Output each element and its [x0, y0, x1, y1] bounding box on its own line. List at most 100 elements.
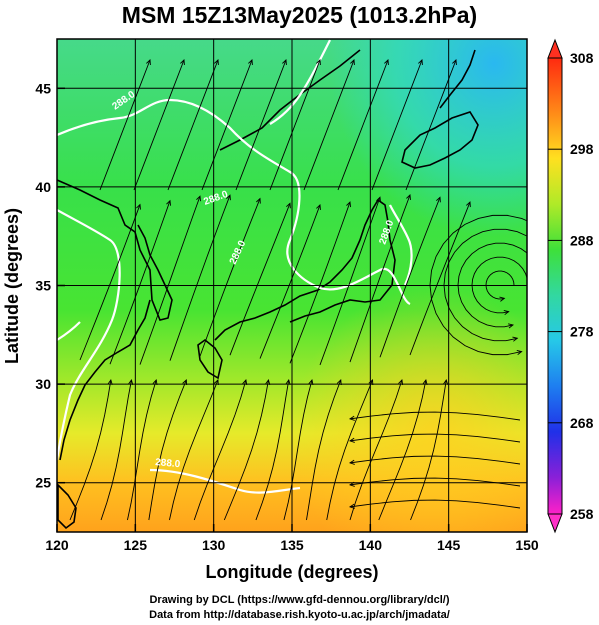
streamline	[410, 379, 447, 521]
streamline	[139, 196, 201, 365]
streamline	[349, 455, 521, 465]
streamline	[133, 59, 185, 191]
streamline	[289, 201, 351, 364]
streamline	[109, 200, 171, 365]
streamline	[199, 198, 261, 357]
streamline	[69, 379, 112, 521]
streamline-arrow	[348, 437, 355, 443]
streamline-arrow	[286, 202, 291, 209]
streamline-arrow	[516, 349, 523, 355]
contour-label: 288.0	[155, 457, 181, 470]
x-tick-label: 130	[202, 537, 226, 553]
streamline-arrow	[265, 378, 271, 385]
streamline	[306, 379, 342, 521]
colorbar-body	[547, 57, 563, 515]
streamline-arrow	[348, 503, 355, 509]
streamline-arrow	[398, 379, 404, 386]
streamline	[349, 499, 521, 509]
isotherm-contours	[57, 39, 413, 494]
streamline	[79, 204, 141, 361]
streamline-arrow	[152, 379, 158, 386]
streamline-arrow	[503, 310, 510, 316]
x-tick-label: 135	[280, 537, 304, 553]
streamline-arrow	[508, 323, 514, 329]
y-tick-label: 35	[35, 278, 51, 294]
streamline-arrow	[336, 379, 342, 386]
streamline-arrow	[499, 296, 506, 302]
colorbar-top-arrow	[547, 38, 563, 59]
streamline	[269, 59, 321, 191]
streamline	[223, 379, 269, 521]
y-tick-label: 25	[35, 475, 51, 491]
streamline	[99, 59, 151, 191]
colorbar-tick-label: 278	[570, 324, 594, 340]
streamline-arrow	[452, 59, 457, 66]
streamline	[201, 59, 253, 191]
streamline-arrow	[406, 194, 411, 201]
streamline	[405, 59, 457, 191]
streamline	[379, 197, 441, 358]
colorbar-tick-label: 288	[570, 232, 594, 248]
streamline-arrow	[346, 201, 351, 208]
streamline-arrow	[213, 379, 219, 386]
streamline	[148, 379, 187, 521]
streamline	[193, 379, 247, 521]
streamline-arrow	[348, 459, 355, 465]
streamline	[169, 195, 231, 361]
streamline-arrow	[466, 201, 471, 208]
streamline	[326, 379, 373, 521]
streamline-arrow	[418, 59, 423, 66]
streamline	[337, 59, 389, 191]
streamline-arrow	[285, 378, 291, 385]
streamline	[303, 59, 355, 191]
x-axis-label: Longitude (degrees)	[205, 562, 378, 582]
streamline-arrow	[443, 378, 449, 385]
streamline-arrow	[214, 59, 219, 66]
y-tick-label: 40	[35, 179, 51, 195]
colorbar-tick-label: 298	[570, 141, 594, 157]
y-axis: 25 30 35 40 45	[35, 80, 65, 491]
streamline-arrow	[248, 59, 253, 66]
colorbar-tick-label: 258	[570, 506, 594, 522]
streamline-arrow	[436, 196, 441, 203]
streamline	[229, 203, 291, 356]
streamline	[167, 59, 219, 191]
streamline-arrow	[128, 378, 134, 385]
streamline	[429, 214, 527, 356]
streamline-arrow	[256, 197, 261, 204]
streamline-arrow	[180, 59, 185, 66]
streamline-arrow	[376, 196, 381, 203]
streamline-arrow	[308, 378, 314, 385]
streamline-arrow	[282, 59, 287, 66]
y-tick-label: 45	[35, 80, 51, 96]
x-tick-label: 125	[124, 537, 148, 553]
streamline-arrow	[316, 203, 321, 210]
coastlines	[57, 49, 479, 530]
streamline-arrow	[348, 415, 355, 421]
streamline	[349, 194, 411, 363]
streamline	[457, 242, 527, 328]
credit-drawing: Drawing by DCL (https://www.gfd-dennou.o…	[149, 594, 450, 606]
streamline	[371, 59, 423, 191]
streamline	[349, 433, 521, 443]
streamline-arrow	[242, 379, 248, 386]
streamline	[485, 270, 515, 300]
streamline-arrow	[316, 59, 321, 66]
y-axis-label: Latitude (degrees)	[2, 208, 22, 364]
streamline	[283, 379, 313, 521]
streamline-arrow	[182, 379, 188, 386]
streamline	[259, 204, 321, 359]
credit-data: Data from http://database.rish.kyoto-u.a…	[149, 609, 450, 621]
x-tick-label: 140	[359, 537, 383, 553]
streamline	[127, 379, 157, 521]
streamline-arrow	[422, 378, 428, 385]
map-title: MSM 15Z13May2025 (1013.2hPa)	[121, 2, 478, 28]
streamline	[443, 228, 527, 342]
streamline-arrow	[512, 336, 519, 342]
colorbar-tick-label: 308	[570, 50, 594, 66]
streamline	[349, 411, 521, 421]
colorbar: 308 298 288 278 268 258	[547, 38, 594, 534]
streamline	[378, 379, 427, 521]
x-tick-label: 150	[515, 537, 539, 553]
